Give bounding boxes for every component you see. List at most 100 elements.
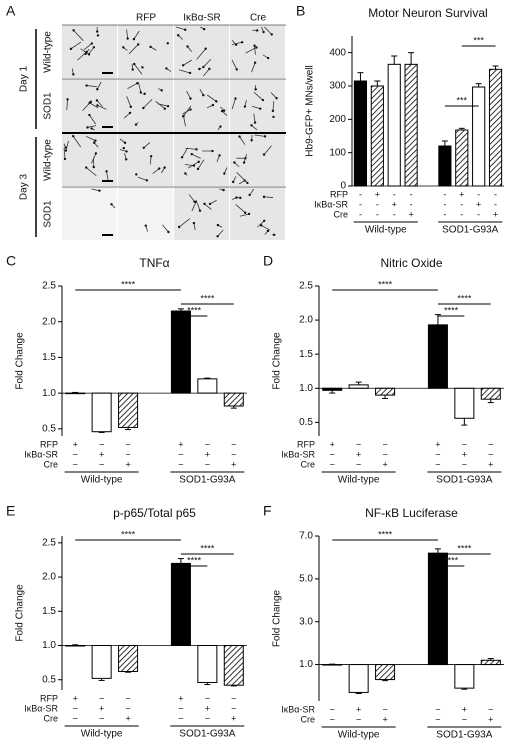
condition-mark: − (462, 714, 467, 724)
condition-label: Cre (43, 459, 58, 469)
condition-mark: - (359, 199, 362, 209)
neurite (86, 136, 96, 142)
soma (110, 203, 113, 206)
row-label: SOD1 (43, 92, 54, 120)
condition-label: IκBα-SR (24, 449, 58, 459)
micrograph (118, 187, 173, 240)
bar (223, 392, 244, 407)
neurite (203, 68, 210, 77)
soma (123, 141, 127, 144)
bar (197, 645, 218, 683)
soma (262, 30, 265, 34)
soma (142, 106, 145, 110)
condition-mark: − (99, 713, 104, 723)
neurite (196, 202, 201, 211)
group-label: SOD1-G93A (436, 475, 492, 486)
neurite (217, 229, 224, 237)
condition-mark: + (462, 449, 467, 459)
y-tick-label: 7.0 (299, 531, 313, 542)
condition-label: Cre (43, 713, 58, 723)
soma (95, 99, 99, 102)
soma (129, 105, 133, 109)
soma (192, 164, 196, 167)
y-tick-label: 2.5 (42, 281, 56, 292)
y-tick-label: 2.0 (299, 315, 313, 326)
soma (88, 101, 91, 105)
significance-label: **** (200, 293, 215, 303)
soma (193, 200, 196, 203)
neurite (254, 45, 256, 55)
soma (248, 193, 251, 197)
y-axis-label: Fold Change (272, 332, 283, 390)
day-label: Day 3 (19, 174, 30, 201)
soma (181, 64, 185, 67)
bar (170, 310, 191, 394)
micrograph (230, 79, 285, 132)
condition-label: RFP (40, 439, 58, 449)
bar (348, 664, 369, 693)
condition-mark: + (375, 189, 380, 199)
column-header: IκBα-SR (183, 13, 220, 24)
soma (145, 179, 149, 182)
neurite (249, 188, 255, 196)
soma (96, 30, 99, 33)
neurite (191, 201, 197, 212)
soma (166, 42, 170, 45)
soma (63, 157, 67, 161)
soma (203, 202, 206, 206)
soma (270, 33, 273, 36)
soma (261, 98, 265, 102)
soma (163, 107, 167, 110)
condition-mark: + (462, 704, 467, 714)
soma (190, 152, 193, 156)
y-axis-label: Fold Change (15, 332, 26, 390)
soma (141, 66, 144, 69)
bar (197, 378, 218, 394)
condition-mark: + (435, 439, 440, 449)
bar (118, 392, 139, 428)
soma (233, 161, 236, 164)
soma (231, 180, 235, 184)
soma (143, 92, 146, 95)
condition-mark: - (494, 189, 497, 199)
soma (253, 44, 256, 47)
condition-mark: − (435, 704, 440, 714)
chart-title: Motor Neuron Survival (368, 6, 487, 20)
soma (180, 156, 184, 159)
condition-mark: − (435, 449, 440, 459)
soma (163, 166, 166, 169)
soma (144, 224, 147, 227)
condition-mark: + (330, 439, 335, 449)
condition-mark: + (356, 704, 361, 714)
condition-mark: − (435, 459, 440, 469)
condition-mark: - (410, 189, 413, 199)
neurite (183, 115, 186, 127)
row-label: SOD1 (43, 200, 54, 228)
neurite (270, 92, 277, 99)
condition-mark: + (73, 693, 78, 703)
soma (196, 167, 200, 171)
soma (240, 41, 244, 44)
panel-label: D (263, 253, 273, 269)
condition-mark: − (330, 704, 335, 714)
bar (370, 85, 384, 187)
condition-mark: − (99, 693, 104, 703)
y-tick-label: 2.0 (42, 316, 56, 327)
y-tick-label: 0.5 (42, 674, 56, 685)
bar (91, 392, 112, 433)
condition-mark: + (178, 693, 183, 703)
column-header: Cre (250, 13, 267, 24)
neurite (231, 59, 238, 70)
soma (250, 124, 253, 127)
neurite (263, 196, 274, 198)
condition-mark: + (73, 439, 78, 449)
micrograph (174, 79, 229, 132)
bar (472, 86, 486, 187)
y-tick-label: 200 (329, 114, 346, 125)
neurite (89, 102, 99, 109)
condition-mark: + (99, 703, 104, 713)
condition-mark: − (73, 449, 78, 459)
micrograph (62, 25, 117, 78)
soma (266, 229, 270, 233)
y-tick-label: 1.0 (299, 383, 313, 394)
